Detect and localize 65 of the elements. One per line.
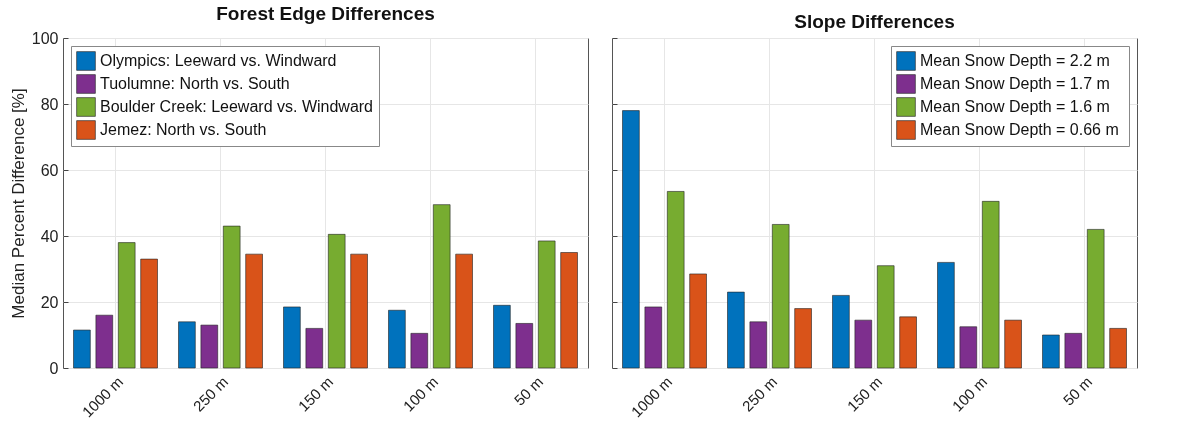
bar bbox=[749, 321, 767, 369]
y-tick-label: 60 bbox=[40, 161, 59, 179]
bar bbox=[410, 333, 428, 369]
y-axis-title: Median Percent Difference [%] bbox=[8, 88, 28, 319]
legend-label: Olympics: Leeward vs. Windward bbox=[100, 52, 337, 69]
bar bbox=[455, 253, 473, 369]
bar bbox=[433, 204, 451, 369]
bar bbox=[644, 306, 662, 369]
bar bbox=[1064, 333, 1082, 369]
bar bbox=[95, 314, 113, 369]
x-tick-label: 100 m bbox=[399, 373, 442, 415]
x-tick-label: 150 m bbox=[843, 373, 886, 415]
bar bbox=[832, 295, 850, 369]
y-tick-label: 0 bbox=[49, 359, 59, 377]
legend-label: Mean Snow Depth = 1.7 m bbox=[920, 75, 1110, 92]
bar bbox=[899, 316, 917, 369]
bar bbox=[1042, 334, 1060, 369]
bar bbox=[350, 253, 368, 369]
bar bbox=[667, 191, 685, 369]
x-tick-label: 250 m bbox=[738, 373, 781, 415]
bar bbox=[223, 225, 241, 369]
bar bbox=[538, 240, 556, 369]
bar bbox=[854, 319, 872, 369]
bar bbox=[727, 291, 745, 369]
x-tick-label: 150 m bbox=[294, 373, 337, 415]
x-tick-label: 100 m bbox=[948, 373, 991, 415]
y-tick-label: 20 bbox=[40, 293, 59, 311]
legend-label: Mean Snow Depth = 2.2 m bbox=[920, 52, 1110, 69]
bar bbox=[388, 309, 406, 369]
bar bbox=[1004, 319, 1022, 369]
bar bbox=[1109, 328, 1127, 369]
legend-label: Boulder Creek: Leeward vs. Windward bbox=[100, 98, 374, 115]
legend-label: Mean Snow Depth = 0.66 m bbox=[920, 121, 1119, 138]
bar bbox=[794, 308, 812, 369]
bar bbox=[1087, 229, 1105, 369]
y-tick-label: 80 bbox=[40, 95, 59, 113]
bar bbox=[877, 265, 895, 369]
bar bbox=[200, 324, 218, 369]
bar bbox=[959, 326, 977, 369]
bar bbox=[140, 258, 158, 369]
bar bbox=[982, 201, 1000, 369]
bar bbox=[245, 253, 263, 369]
x-tick-label: 250 m bbox=[189, 373, 232, 415]
y-tick-label: 100 bbox=[31, 29, 59, 47]
y-tick-label: 40 bbox=[40, 227, 59, 245]
bar bbox=[689, 273, 707, 369]
bar bbox=[937, 262, 955, 369]
bar bbox=[328, 234, 346, 369]
chart-title: Forest Edge Differences bbox=[216, 3, 435, 24]
bar bbox=[772, 224, 790, 369]
bar bbox=[305, 328, 323, 369]
x-tick-label: 50 m bbox=[510, 373, 547, 409]
bar bbox=[622, 110, 640, 369]
chart-title: Slope Differences bbox=[794, 10, 955, 32]
bar bbox=[178, 321, 196, 369]
x-tick-label: 50 m bbox=[1059, 373, 1096, 409]
bar bbox=[73, 329, 91, 369]
bar bbox=[560, 252, 578, 369]
bar bbox=[493, 305, 511, 369]
legend-label: Jemez: North vs. South bbox=[100, 121, 267, 138]
legend-label: Tuolumne: North vs. South bbox=[100, 75, 290, 92]
bar bbox=[118, 242, 136, 369]
bar bbox=[283, 306, 301, 369]
bar bbox=[515, 323, 533, 369]
legend-label: Mean Snow Depth = 1.6 m bbox=[920, 98, 1110, 115]
